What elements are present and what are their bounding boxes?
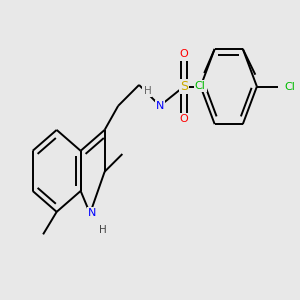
Text: N: N bbox=[88, 208, 96, 218]
Text: N: N bbox=[156, 101, 164, 111]
Text: H: H bbox=[99, 224, 106, 235]
Text: O: O bbox=[179, 114, 188, 124]
Text: H: H bbox=[143, 86, 151, 96]
Text: Cl: Cl bbox=[195, 81, 206, 91]
Text: S: S bbox=[180, 80, 188, 93]
Text: O: O bbox=[179, 50, 188, 59]
Text: Cl: Cl bbox=[285, 82, 296, 92]
